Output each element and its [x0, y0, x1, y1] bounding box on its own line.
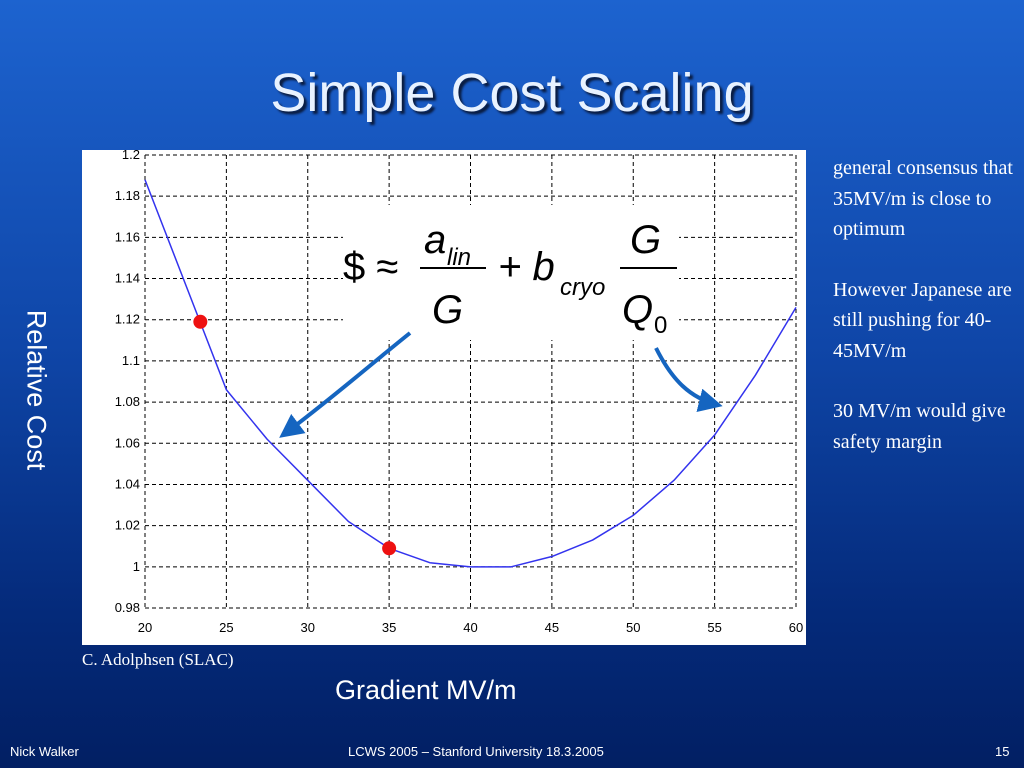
credit: C. Adolphsen (SLAC) — [82, 650, 234, 669]
note: general consensus that 35MV/m is close t… — [833, 157, 1013, 240]
y-tick-label: 1.04 — [115, 476, 140, 491]
formula-lhs: $ ≈ — [343, 245, 398, 289]
x-tick-label: 35 — [382, 620, 396, 635]
x-tick-label: 55 — [707, 620, 721, 635]
y-tick-label: 1.2 — [122, 147, 140, 162]
y-tick-label: 1.14 — [115, 271, 140, 286]
note: 30 MV/m would give safety margin — [833, 400, 1006, 453]
y-tick-label: 1.02 — [115, 518, 140, 533]
y-tick-label: 0.98 — [115, 600, 140, 615]
x-tick-label: 45 — [545, 620, 559, 635]
formula-b: + b — [498, 245, 555, 289]
cost-curve — [144, 179, 797, 568]
slide-title: Simple Cost Scaling — [270, 63, 754, 123]
formula-a: a — [424, 218, 446, 262]
footer-page: 15 — [995, 744, 1010, 759]
data-point — [382, 541, 397, 556]
formula: $ ≈ a lin G + b cryo G Q 0 — [343, 205, 679, 340]
data-point — [193, 314, 208, 329]
formula-q-sub: 0 — [654, 312, 667, 339]
arrow — [654, 347, 723, 412]
x-tick-label: 20 — [138, 620, 152, 635]
y-axis-label: Relative Cost — [21, 309, 52, 471]
y-tick-label: 1.06 — [115, 435, 140, 450]
x-tick-label: 25 — [219, 620, 233, 635]
footer-author: Nick Walker — [10, 744, 79, 759]
formula-q: Q — [622, 288, 653, 332]
x-tick-label: 40 — [463, 620, 477, 635]
x-tick-label: 50 — [626, 620, 640, 635]
x-tick-label: 30 — [301, 620, 315, 635]
formula-num: G — [630, 218, 661, 262]
y-tick-label: 1 — [133, 559, 140, 574]
formula-den: G — [432, 288, 463, 332]
formula-b-sub: cryo — [560, 274, 605, 301]
y-tick-label: 1.12 — [115, 312, 140, 327]
footer-event: LCWS 2005 – Stanford University 18.3.200… — [348, 744, 604, 759]
y-tick-label: 1.1 — [122, 353, 140, 368]
side-notes: general consensus that 35MV/m is close t… — [833, 153, 1013, 487]
y-tick-label: 1.18 — [115, 188, 140, 203]
formula-a-sub: lin — [447, 244, 471, 271]
y-tick-label: 1.08 — [115, 394, 140, 409]
x-tick-label: 60 — [789, 620, 803, 635]
note: However Japanese are still pushing for 4… — [833, 278, 1012, 362]
x-axis-label: Gradient MV/m — [335, 675, 517, 705]
y-tick-label: 1.16 — [115, 229, 140, 244]
arrow — [279, 331, 412, 438]
